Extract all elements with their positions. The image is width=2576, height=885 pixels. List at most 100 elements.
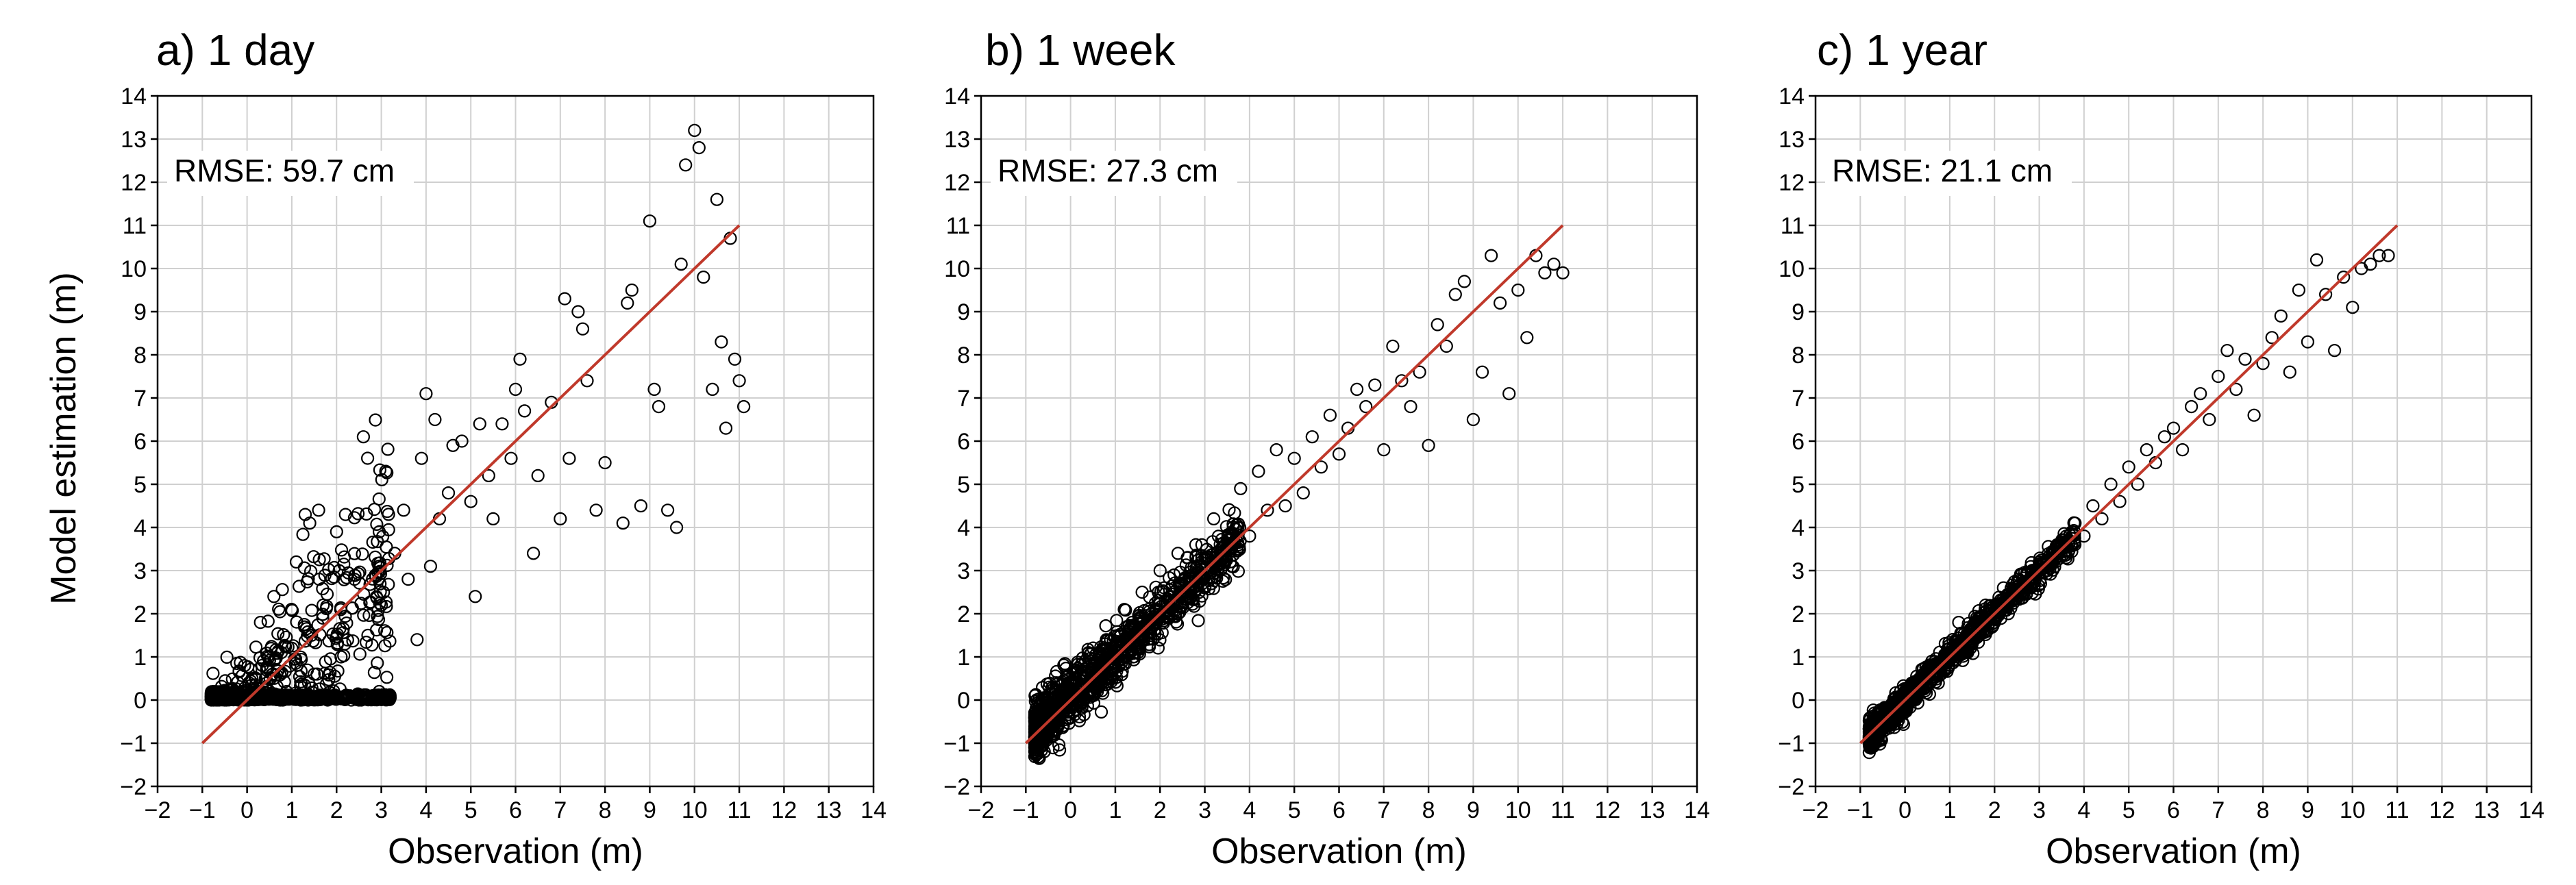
panel-b-data-point-1107	[1109, 658, 1122, 673]
panel-c-data-point-1136	[2203, 412, 2216, 427]
panel-c-y-tick-label: −1	[1778, 731, 1805, 757]
panel-b-data-point-1109	[1126, 650, 1140, 664]
panel-b-x-tick-label: 12	[1594, 797, 1620, 823]
panel-c-x-tick-label: 10	[2340, 797, 2366, 823]
panel-a-data-point-1133	[414, 451, 428, 465]
panel-b-data-point-1078	[1035, 732, 1048, 747]
panel-c-data-point-1126	[2113, 495, 2127, 508]
panel-a-data-point-572	[380, 504, 394, 519]
panel-b-data-point-728	[1169, 615, 1183, 629]
panel-a-data-point-489	[334, 543, 349, 557]
panel-c-x-tick-label: 9	[2301, 797, 2314, 823]
panel-a-data-point-959	[316, 611, 330, 625]
panel-b-x-tick-label: 5	[1288, 797, 1301, 823]
panel-a-data-point-1146	[495, 417, 509, 431]
panel-a-x-tick-label: 9	[643, 797, 656, 823]
panel-b-data-point-1067	[1038, 708, 1052, 722]
panel-a-data-point-1150	[517, 404, 532, 418]
panel-b-y-tick-label: 9	[957, 299, 970, 325]
panel-c-data-point-1022	[1945, 649, 1959, 663]
panel-a-data-point-167	[280, 630, 293, 644]
panel-a-data-point-1122	[347, 572, 362, 586]
panel-b-x-axis-label: Observation (m)	[1211, 832, 1467, 871]
panel-a-data-point-1158	[575, 322, 590, 336]
panel-b-x-tick-label: 7	[1377, 797, 1390, 823]
panel-c-y-tick-label: 4	[1792, 515, 1805, 541]
panel-c-data-point-1131	[2157, 430, 2171, 444]
panel-a-data-point-399	[317, 552, 331, 566]
panel-a-data-point-1135	[423, 560, 438, 573]
panel-b-data-point-1110	[1135, 585, 1149, 599]
panel-a-data-point-1141	[464, 495, 478, 508]
panel-a-data-point-324	[380, 599, 393, 614]
panel-a-data-point-1165	[634, 499, 648, 513]
panel-a-data-point-1164	[625, 283, 639, 297]
panel-b: b) 1 week −2 −1 0 1 2 3 4 5 6 7 8 9 10 11 12 13 14−2−101…	[943, 25, 1710, 871]
panel-c-data-point-1132	[2166, 421, 2181, 435]
panel-a-data-point-1174	[692, 141, 706, 155]
panel-a-data-point-1167	[647, 382, 661, 397]
panel-b-data-point-1050	[1050, 715, 1064, 729]
panel-a-x-tick-label: 8	[599, 797, 612, 823]
panel-c-data-point-1154	[2364, 258, 2377, 271]
panel-b-data-point-1145	[1448, 288, 1462, 301]
panel-a-data-point-1113	[303, 516, 317, 530]
panel-a-data-point-1182	[732, 374, 746, 388]
panel-c-x-tick-label: 14	[2518, 797, 2544, 823]
panel-c-data-point-1078	[1889, 712, 1903, 726]
panel-a-data-point-1089	[215, 680, 229, 693]
panel-c-data-point-1101	[1880, 701, 1894, 716]
panel-a-data-point-1175	[697, 271, 710, 284]
panel-c-data-point-1105	[1925, 654, 1939, 668]
panel-a-data-point-1161	[598, 456, 612, 470]
panel-c-data-point-1128	[2131, 477, 2144, 491]
panel-b-data-point-1157	[1556, 266, 1570, 279]
panel-a-data-point-1140	[455, 434, 469, 448]
panel-a-data-point-591	[261, 614, 275, 628]
panel-b-x-tick-label: 14	[1684, 797, 1710, 823]
panel-b-data-point-1146	[1457, 275, 1471, 288]
panel-c-data-point-1124	[2095, 512, 2109, 526]
panel-a-data-point-1183	[736, 399, 751, 414]
panel-a-data-point-1109	[285, 641, 299, 656]
panel-b-data-point-825	[1222, 503, 1236, 516]
panel-a-x-tick-label: 1	[285, 797, 298, 823]
panel-a-data-point-1125	[361, 628, 375, 643]
panel-a-data-point-1144	[482, 469, 495, 483]
panel-c-data-point-1083	[1967, 628, 1981, 643]
panel-b-data-point-1029	[1134, 623, 1148, 636]
panel-c-data-point-1121	[2068, 516, 2082, 530]
panel-a-data-point-1110	[289, 555, 304, 569]
panel-b-ticks: −2 −1 0 1 2 3 4 5 6 7 8 9 10 11 12 13 14−2−1012345678910…	[943, 84, 1710, 823]
panel-a-y-tick-label: 0	[134, 688, 147, 714]
panel-a-data-point-1177	[710, 192, 724, 206]
panel-c-y-tick-label: 7	[1792, 386, 1805, 412]
panel-c: c) 1 year −2 −1 0 1 2 3 4 5 6 7 8 9 10 11 12 13 14−2−101…	[1778, 25, 2544, 871]
panel-c-data-point-1150	[2328, 344, 2342, 358]
panel-a-y-tick-label: 1	[134, 645, 147, 671]
panel-b-y-tick-label: 7	[957, 386, 970, 412]
panel-c-data-point-1134	[2185, 399, 2199, 414]
panel-a-data-point-992	[299, 622, 314, 636]
panel-a-data-point-1095	[260, 676, 273, 690]
panel-a-y-tick-label: 5	[134, 472, 147, 498]
panel-c-data-point-1102	[1894, 684, 1907, 699]
panel-a-data-point-1071	[372, 492, 386, 506]
panel-a-data-point-800	[284, 602, 299, 616]
panel-a-data-point-730	[235, 669, 249, 682]
panel-a-data-point-1149	[513, 352, 527, 366]
panel-c-y-tick-label: 10	[1779, 256, 1805, 282]
panel-c-x-tick-label: 8	[2257, 797, 2270, 823]
panel-c-data-point-1094	[2044, 567, 2057, 581]
panel-b-data-point-1142	[1422, 438, 1435, 452]
panel-c-rmse-box	[1825, 151, 2072, 196]
panel-a-data-point-876	[318, 569, 332, 582]
panel-a-x-tick-label: 13	[816, 797, 842, 823]
panel-b-x-tick-label: 6	[1333, 797, 1346, 823]
panel-a-data-point-1118	[330, 525, 343, 538]
panel-c-data-point-1142	[2256, 356, 2270, 371]
panel-a-data-point-1061	[256, 693, 269, 706]
panel-b-data-point-1094	[1120, 649, 1135, 662]
panel-b-y-tick-label: 5	[957, 472, 970, 498]
panel-a-data-point-395	[373, 463, 387, 477]
